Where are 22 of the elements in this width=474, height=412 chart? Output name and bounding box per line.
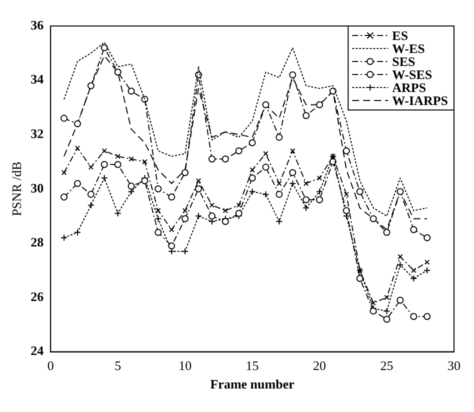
legend-label: W-IARPS bbox=[392, 92, 448, 108]
y-tick-label: 28 bbox=[30, 234, 44, 250]
y-tick-label: 30 bbox=[30, 180, 44, 196]
x-tick-label: 10 bbox=[178, 358, 192, 374]
y-tick-label: 26 bbox=[30, 288, 44, 304]
x-tick-label: 20 bbox=[313, 358, 326, 374]
legend-label: W-SES bbox=[392, 66, 432, 82]
legend-label: W-ES bbox=[392, 40, 425, 56]
x-tick-label: 5 bbox=[114, 358, 122, 374]
y-tick-label: 36 bbox=[30, 17, 44, 32]
y-tick-label: 32 bbox=[30, 126, 44, 141]
x-axis-title: Frame number bbox=[210, 376, 295, 392]
x-tick-label: 15 bbox=[246, 358, 259, 374]
x-tick-label: 0 bbox=[47, 358, 54, 374]
legend-label: ARPS bbox=[392, 80, 426, 95]
y-tick-label: 34 bbox=[30, 72, 44, 87]
y-tick-label: 24 bbox=[30, 343, 44, 358]
legend-label: ES bbox=[392, 28, 408, 43]
x-tick-label: 25 bbox=[380, 358, 394, 374]
y-axis-title: PSNR /dB bbox=[9, 161, 24, 216]
x-tick-label: 30 bbox=[448, 358, 460, 374]
legend-label: SES bbox=[392, 54, 416, 69]
